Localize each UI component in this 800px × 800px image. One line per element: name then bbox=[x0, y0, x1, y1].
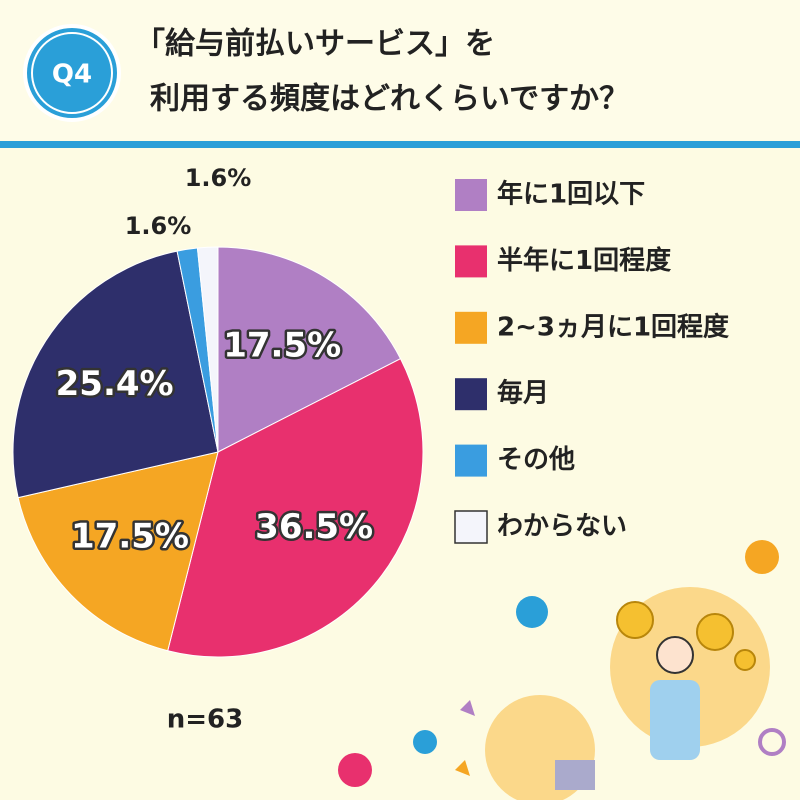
legend-swatch bbox=[454, 510, 488, 544]
data-label: 1.6% bbox=[125, 212, 192, 240]
legend-label: 年に1回以下 bbox=[497, 179, 645, 210]
pie-slice bbox=[167, 358, 424, 658]
data-label: 17.5% bbox=[223, 326, 341, 366]
legend-swatch bbox=[455, 444, 487, 477]
data-label: 17.5% bbox=[71, 516, 189, 556]
legend-swatch bbox=[455, 245, 487, 278]
legend-label: その他 bbox=[497, 445, 575, 475]
legend-label: わからない bbox=[497, 512, 627, 542]
header-rule bbox=[0, 141, 800, 148]
note: n=63 bbox=[167, 705, 243, 735]
header-bg bbox=[0, 0, 800, 140]
data-label: 1.6% bbox=[185, 164, 252, 192]
badge-ring bbox=[31, 32, 113, 114]
legend-label: 毎月 bbox=[497, 379, 549, 409]
decoration bbox=[338, 540, 786, 800]
data-label: 25.4% bbox=[56, 364, 174, 404]
legend-label: 2~3ヵ月に1回程度 bbox=[497, 311, 729, 342]
badge-circle bbox=[23, 24, 121, 122]
chart-title: 「給与前払いサービス」を bbox=[135, 27, 495, 62]
data-label: 36.5% bbox=[255, 507, 373, 547]
badge-text: Q4 bbox=[52, 60, 92, 90]
chart-title: 利用する頻度はどれくらいですか？ bbox=[150, 82, 629, 117]
pie-slice bbox=[12, 250, 219, 499]
pie-slice bbox=[217, 246, 402, 453]
pie-slice bbox=[196, 246, 219, 453]
legend-swatch bbox=[455, 378, 487, 411]
legend-label: 半年に1回程度 bbox=[497, 245, 671, 276]
legend-swatch bbox=[455, 179, 487, 211]
legend-swatch bbox=[455, 311, 487, 344]
pie-slice bbox=[17, 451, 219, 652]
